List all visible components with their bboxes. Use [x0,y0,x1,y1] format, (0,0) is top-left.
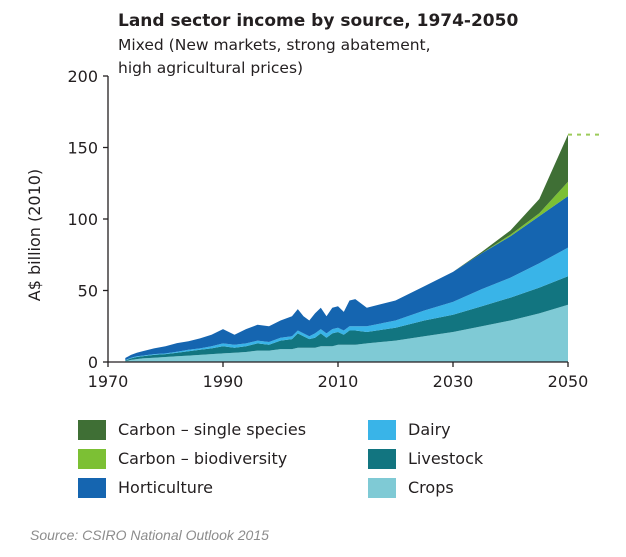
legend-label: Horticulture [118,478,213,497]
y-axis-label: A$ billion (2010) [25,169,44,301]
legend-item-horticulture: Horticulture [78,476,368,499]
legend-item-carbon-single-species: Carbon – single species [78,418,368,441]
legend-swatch [78,448,106,469]
y-tick-label: 0 [88,353,98,372]
plot-area: 0 50 100 150 200 1970 1990 2010 2030 2050 [67,67,600,391]
x-tick-label: 1990 [203,372,244,391]
legend-label: Crops [408,478,454,497]
legend-label: Livestock [408,449,484,468]
legend-label: Carbon – single species [118,420,307,439]
legend-swatch [368,448,396,469]
x-tick-label: 2050 [548,372,589,391]
legend-label: Dairy [408,420,451,439]
area-horticulture [125,196,569,361]
legend-item-livestock: Livestock [368,447,518,470]
legend-label: Carbon – biodiversity [118,449,288,468]
chart-subtitle-line2: high agricultural prices) [118,59,303,77]
legend-swatch [78,477,106,498]
chart: Land sector income by source, 1974-2050 … [25,11,600,391]
chart-title: Land sector income by source, 1974-2050 [118,11,518,31]
legend-item-dairy: Dairy [368,418,518,441]
x-tick-label: 2030 [433,372,474,391]
area-crops [125,304,569,362]
y-tick-label: 50 [78,282,98,301]
legend-swatch [78,419,106,440]
x-tick-label: 1970 [88,372,129,391]
legend-swatch [368,419,396,440]
legend-item-carbon-biodiversity: Carbon – biodiversity [78,447,368,470]
legend: Carbon – single species Dairy Carbon – b… [78,418,518,499]
chart-subtitle-line1: Mixed (New markets, strong abatement, [118,36,431,54]
source-note: Source: CSIRO National Outlook 2015 [30,527,269,543]
area-dairy [125,247,569,361]
area-livestock [125,276,569,362]
y-tick-label: 100 [67,210,98,229]
x-tick-label: 2010 [318,372,359,391]
y-tick-label: 200 [67,67,98,86]
legend-item-crops: Crops [368,476,518,499]
legend-swatch [368,477,396,498]
y-tick-label: 150 [67,139,98,158]
